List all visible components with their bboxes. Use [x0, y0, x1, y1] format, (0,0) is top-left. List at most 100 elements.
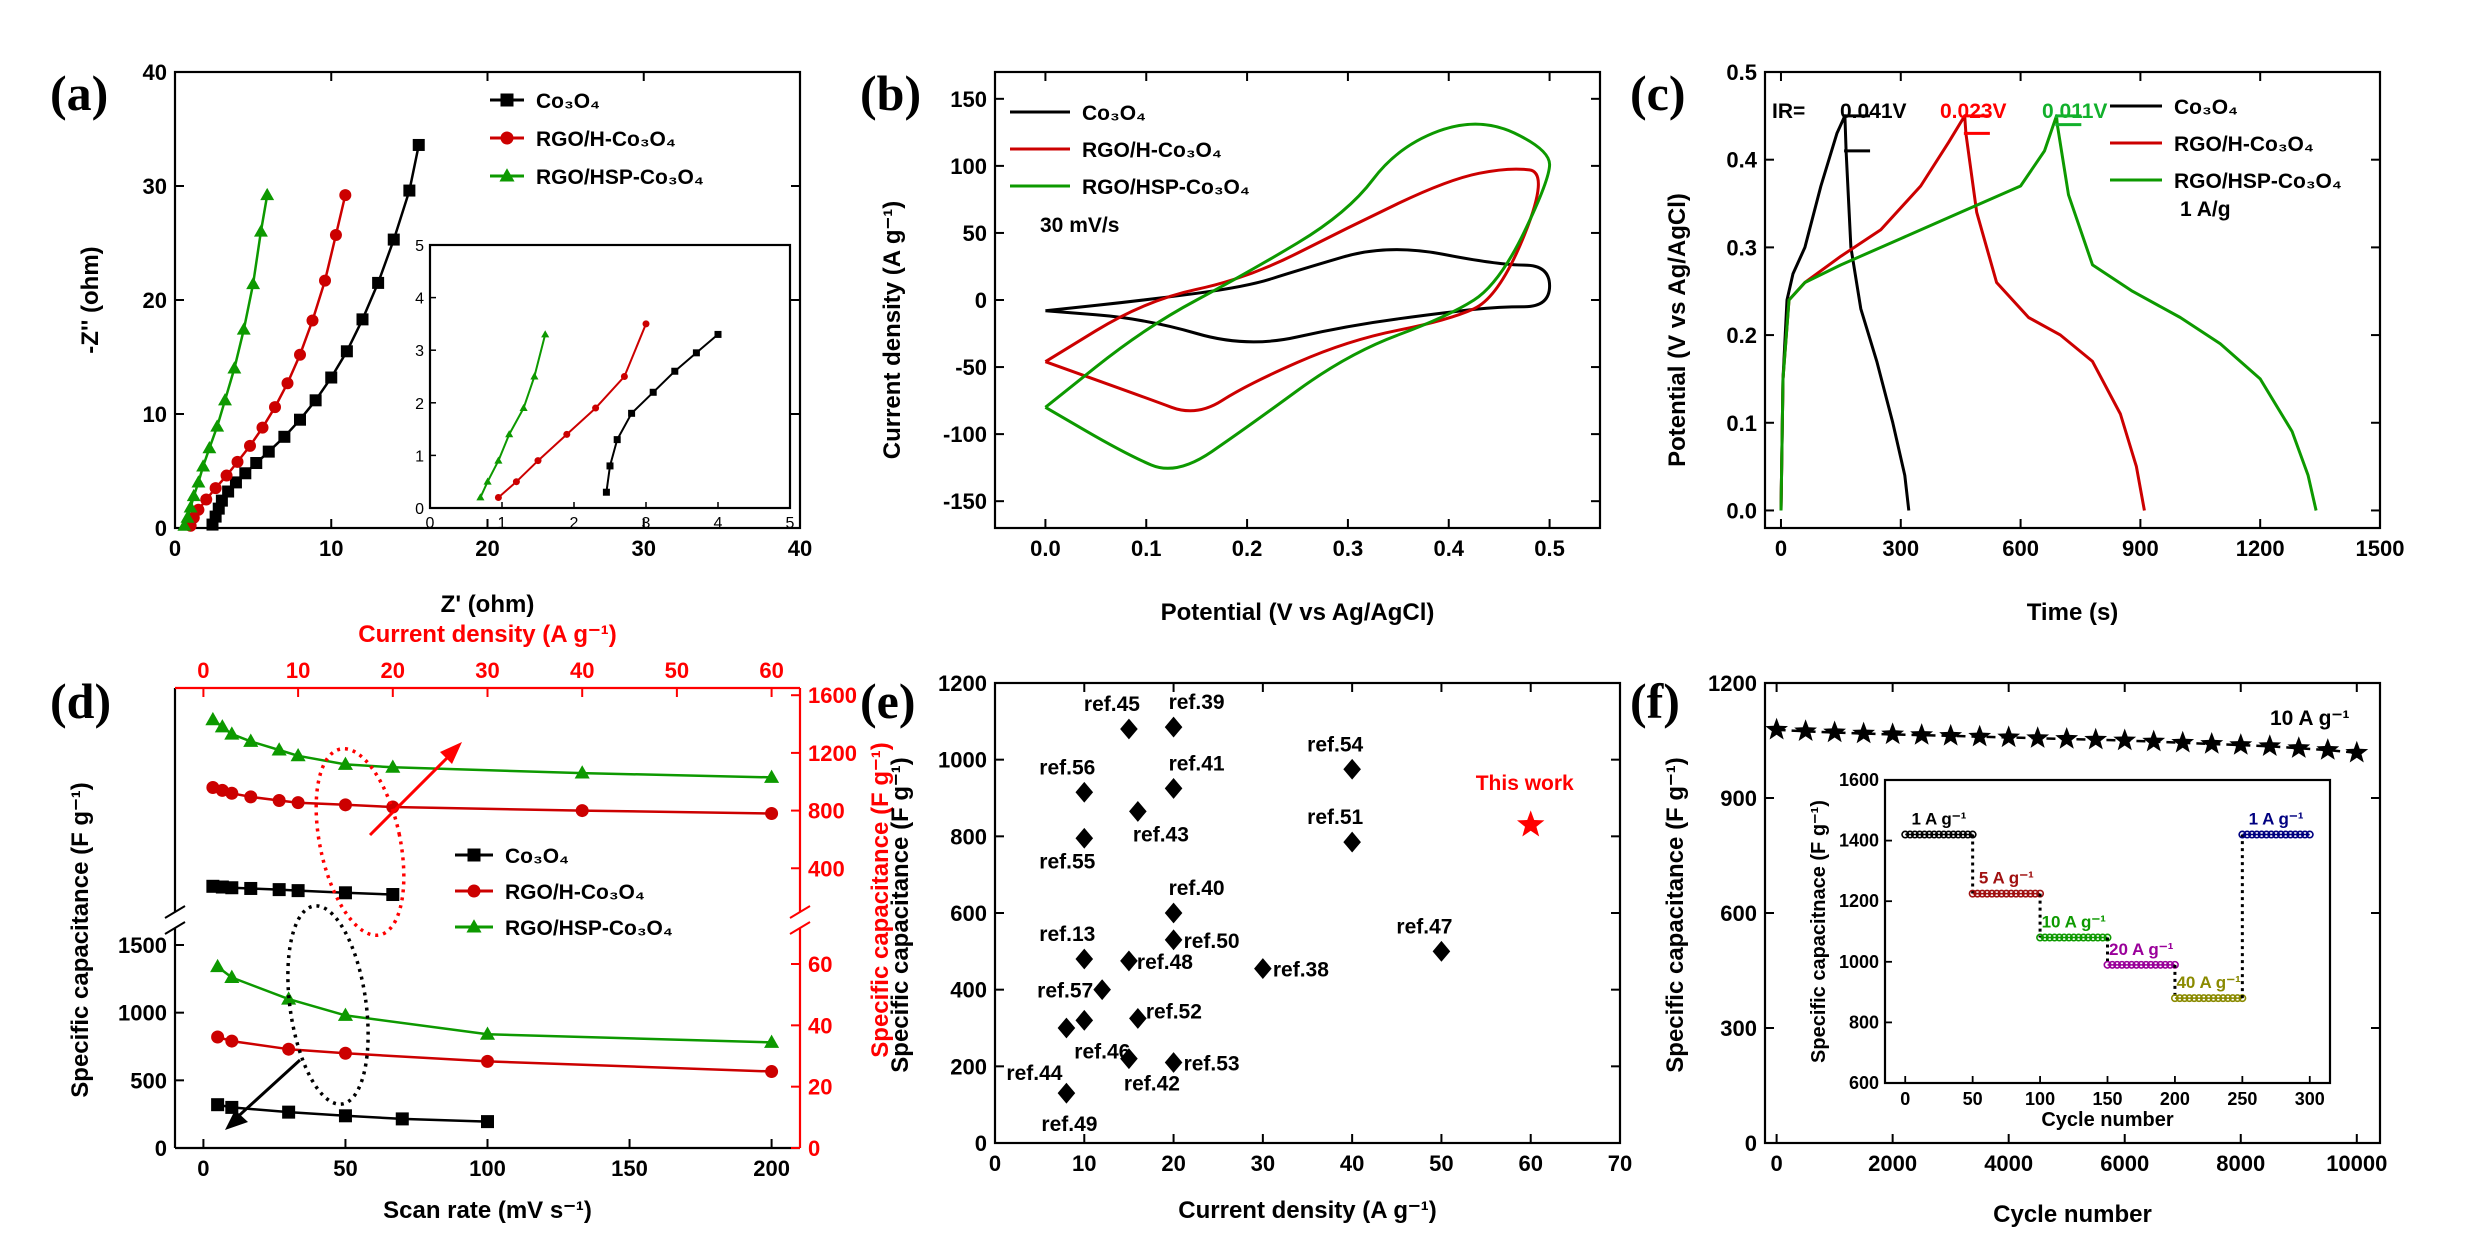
- current-point: [291, 796, 305, 810]
- data-point: [1120, 718, 1138, 740]
- data-point: [196, 459, 211, 472]
- y-axis-label: 600: [950, 901, 987, 926]
- y-axis-label: 800: [950, 824, 987, 849]
- scan-point: [211, 1030, 225, 1044]
- point-label: ref.49: [1041, 1113, 1097, 1136]
- y-axis-label: 0.0: [1726, 498, 1757, 523]
- gcd-curve-2: [1779, 114, 2318, 511]
- cycling-point: [2113, 728, 2137, 751]
- current-point: [205, 711, 221, 726]
- y-axis-label: 1500: [118, 933, 167, 958]
- x-axis-label: 20: [1161, 1151, 1185, 1176]
- inset-y-label: 1000: [1839, 952, 1879, 972]
- legend-row-text: RGO/HSP-Co₃O₄: [2174, 170, 2342, 193]
- ir-value: 0.023V: [1940, 100, 2007, 123]
- cycling-point: [1968, 724, 1992, 747]
- data-point: [1164, 716, 1183, 738]
- data-point: [387, 233, 400, 246]
- y-axis-label: 30: [143, 174, 167, 199]
- y-axis-label: 0: [975, 1131, 987, 1156]
- current-point: [272, 793, 286, 807]
- cycling-point: [2229, 733, 2253, 755]
- panel-b: (b) 0.0 0.1 0.2 0.3 0.4 0.5 -150 -100 -50 0 50 100 15…: [860, 65, 1602, 626]
- x-axis-label: 10: [1072, 1151, 1096, 1176]
- y-axis-label: 0: [155, 516, 167, 541]
- point-label: ref.56: [1039, 756, 1095, 779]
- cycling-point: [2055, 727, 2079, 749]
- data-point: [1075, 781, 1094, 803]
- x-axis-label: 1200: [2236, 536, 2285, 561]
- inset-point: [519, 403, 528, 411]
- right-y-label: 400: [808, 856, 845, 881]
- point-label: ref.55: [1039, 850, 1095, 873]
- point-label: ref.42: [1124, 1073, 1180, 1096]
- x-axis-label: 20: [475, 536, 499, 561]
- data-point: [329, 229, 342, 242]
- x-axis-title: Current density (A g⁻¹): [1178, 1197, 1436, 1224]
- panel-letter: (c): [1630, 65, 1686, 121]
- cv-curve-0: [1043, 248, 1552, 344]
- top-x-label: 0: [197, 658, 209, 683]
- current-point: [271, 742, 287, 756]
- ir-label: IR=: [1772, 100, 1805, 123]
- y-axis-label: -150: [943, 489, 987, 514]
- data-point: [244, 439, 256, 452]
- data-point: [1075, 1009, 1094, 1031]
- panel-letter: (a): [50, 65, 108, 121]
- inset-point: [592, 404, 600, 412]
- data-point: [186, 488, 201, 502]
- scan-point: [395, 1112, 409, 1126]
- legend-row-marker: [500, 131, 514, 145]
- current-point: [291, 884, 305, 898]
- panel-c: (c) 0 300 600 900 1200 1500 0.0 0.1 0.2 0.3 0.4 0.5 T…: [1630, 60, 2404, 626]
- data-point: [210, 419, 225, 432]
- point-label: ref.51: [1307, 806, 1363, 829]
- current-point: [574, 765, 590, 779]
- data-point: [262, 445, 275, 458]
- inset-y-label: 800: [1849, 1012, 1879, 1032]
- y-axis-label: 900: [1720, 786, 1757, 811]
- inset-x-label: 5: [786, 515, 795, 532]
- y-axis-label: 1000: [118, 1001, 167, 1026]
- point-label: ref.43: [1133, 823, 1189, 846]
- x-axis-label: 300: [1882, 536, 1919, 561]
- data-point: [1164, 778, 1183, 799]
- data-point: [229, 476, 242, 489]
- y-axis-label: 50: [963, 221, 987, 246]
- scan-point: [764, 1034, 780, 1048]
- current-point: [764, 769, 780, 783]
- data-point: [1432, 940, 1451, 962]
- data-point: [1129, 801, 1147, 822]
- right-y-label: 1600: [808, 683, 857, 708]
- legend-row-marker: [500, 93, 514, 107]
- data-point: [1075, 948, 1094, 970]
- y-axis-label: 0.5: [1726, 60, 1757, 85]
- inset-y-label: 3: [415, 343, 424, 360]
- x-axis-label: 0: [1770, 1151, 1782, 1176]
- x-axis-label: 8000: [2216, 1151, 2265, 1176]
- data-point: [200, 493, 213, 506]
- y-axis-label: 20: [143, 288, 167, 313]
- data-point: [1164, 929, 1183, 951]
- inset-y-label: 1400: [1839, 831, 1879, 851]
- inset-point: [714, 330, 722, 338]
- y-axis-title: -Z'' (ohm): [77, 246, 104, 353]
- scan-rate-annotation: 30 mV/s: [1040, 214, 1119, 237]
- x-axis-title: Z' (ohm): [441, 591, 535, 618]
- legend-row-marker: [466, 919, 482, 933]
- legend-row-marker: [467, 884, 481, 898]
- panel-letter: (b): [860, 65, 921, 121]
- x-axis-label: 30: [632, 536, 656, 561]
- x-axis-label: 150: [611, 1156, 648, 1181]
- inset-y-label: 1200: [1839, 891, 1879, 911]
- inset-point: [606, 462, 614, 470]
- axis-break-mark: [164, 921, 186, 935]
- data-point: [177, 518, 192, 531]
- inset-y-label: 0: [415, 501, 424, 518]
- point-label: ref.38: [1273, 959, 1329, 982]
- inset-x-label: 3: [642, 515, 651, 532]
- cycling-point: [2142, 729, 2166, 752]
- data-point: [215, 494, 228, 507]
- panel-letter: (e): [860, 673, 916, 729]
- x-axis-label: 1500: [2356, 536, 2405, 561]
